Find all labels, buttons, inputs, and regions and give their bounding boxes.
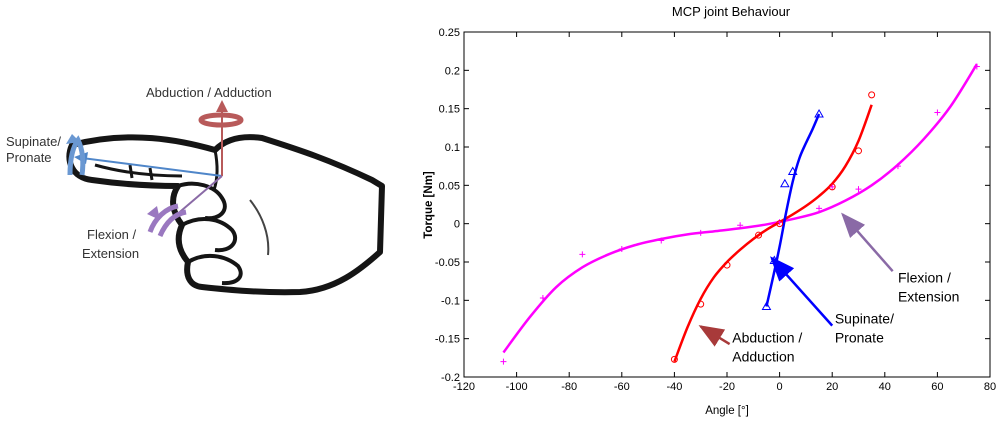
x-tick-label: -20 xyxy=(719,381,735,393)
x-tick-label: -40 xyxy=(666,381,682,393)
annotation-label: Extension xyxy=(898,289,959,305)
y-tick-label: -0.2 xyxy=(441,372,460,384)
x-tick-label: -100 xyxy=(506,381,528,393)
fit-curve-1 xyxy=(673,104,873,363)
annotation-label: Supinate/ xyxy=(835,310,894,326)
y-tick-label: -0.15 xyxy=(435,334,460,346)
y-tick-label: 0 xyxy=(454,219,460,231)
chart-panel: MCP joint Behaviour -120 -100 -80 -60 -40 -20… xyxy=(420,0,1000,420)
data-point xyxy=(894,163,901,170)
flexion-label-line2: Extension xyxy=(82,246,139,261)
data-point xyxy=(761,301,772,310)
data-point xyxy=(816,205,823,212)
abduction-rotation-icon xyxy=(198,112,244,128)
abduction-axis-arrowhead xyxy=(216,100,228,112)
data-point xyxy=(697,229,704,236)
data-point xyxy=(973,63,980,70)
data-point xyxy=(829,183,836,190)
data-point xyxy=(828,183,836,191)
x-tick-label: 80 xyxy=(984,381,996,393)
x-tick-label: 0 xyxy=(777,381,783,393)
data-point xyxy=(755,231,763,239)
annotation-arrow xyxy=(770,256,834,327)
x-tick-label: 40 xyxy=(879,381,891,393)
annotation-label: Adduction xyxy=(732,349,794,365)
hand-drawing: Abduction / Adduction Supinate/ Pronate … xyxy=(6,85,385,296)
hand-illustration: Abduction / Adduction Supinate/ Pronate … xyxy=(0,0,420,420)
data-point xyxy=(658,237,665,244)
data-point xyxy=(934,109,941,116)
data-point xyxy=(814,109,824,118)
data-point xyxy=(776,219,783,226)
data-point xyxy=(855,147,862,155)
x-tick-label: -80 xyxy=(561,381,577,393)
annotation-label: Abduction / xyxy=(732,330,802,346)
abduction-label: Abduction / Adduction xyxy=(146,85,272,100)
plot-frame xyxy=(463,31,991,378)
supinate-axis-line xyxy=(81,157,223,177)
data-point xyxy=(539,295,546,302)
annotation-arrow xyxy=(841,212,894,273)
hand-detail xyxy=(177,181,227,221)
x-tick-label: 60 xyxy=(931,381,943,393)
hand-detail xyxy=(249,199,270,256)
data-point xyxy=(579,251,586,258)
flexion-label-line1: Flexion / xyxy=(87,227,137,242)
annotation-label: Pronate xyxy=(835,329,884,345)
supinate-label-line1: Supinate/ xyxy=(6,134,61,149)
chart-title: MCP joint Behaviour xyxy=(672,4,791,19)
hand-detail xyxy=(181,217,238,253)
data-point xyxy=(855,186,862,193)
annotation-arrow xyxy=(698,325,731,347)
y-tick-label: 0.25 xyxy=(439,27,460,39)
fit-curve-2 xyxy=(765,113,821,307)
x-tick-label: -60 xyxy=(614,381,630,393)
data-point xyxy=(500,358,507,365)
hand-detail xyxy=(94,163,183,178)
y-tick-label: 0.15 xyxy=(439,104,460,116)
y-axis-ticks: -0.2 -0.15 -0.1 -0.05 0 0.05 0.1 0.15 0.2 0.25 xyxy=(435,27,990,384)
mcp-chart: MCP joint Behaviour -120 -100 -80 -60 -40 -20… xyxy=(423,4,996,417)
data-point xyxy=(737,222,744,229)
x-tick-label: 20 xyxy=(826,381,838,393)
y-tick-label: 0.1 xyxy=(445,142,460,154)
data-point xyxy=(776,220,784,228)
annotation-label: Flexion / xyxy=(898,270,951,286)
hand-detail xyxy=(186,253,243,286)
flexion-rotation-arrowhead xyxy=(147,206,160,220)
data-markers xyxy=(500,63,980,365)
data-point xyxy=(723,261,731,269)
x-axis-ticks: -120 -100 -80 -60 -40 -20 0 20 40 60 80 xyxy=(453,32,996,393)
y-tick-label: 0.05 xyxy=(439,180,460,192)
data-point xyxy=(787,166,798,176)
flexion-rotation-icon xyxy=(147,203,187,238)
hand-detail xyxy=(128,164,154,181)
supinate-rotation-arrowhead xyxy=(66,134,80,144)
y-axis-label: Torque [Nm] xyxy=(423,171,435,239)
data-point xyxy=(697,300,705,308)
fit-curves xyxy=(502,63,978,363)
y-tick-label: 0.2 xyxy=(445,65,460,77)
data-point xyxy=(670,355,678,363)
data-point xyxy=(779,178,790,188)
hand-outline xyxy=(66,134,385,296)
data-point xyxy=(618,245,625,252)
fit-curve-0 xyxy=(502,63,978,354)
data-point xyxy=(868,91,876,99)
supinate-label-line2: Pronate xyxy=(6,150,52,165)
y-tick-label: -0.05 xyxy=(435,257,460,269)
x-tick-label: -120 xyxy=(453,381,475,393)
hand-detail xyxy=(212,149,219,191)
y-tick-label: -0.1 xyxy=(441,295,460,307)
x-axis-label: Angle [°] xyxy=(705,405,749,417)
